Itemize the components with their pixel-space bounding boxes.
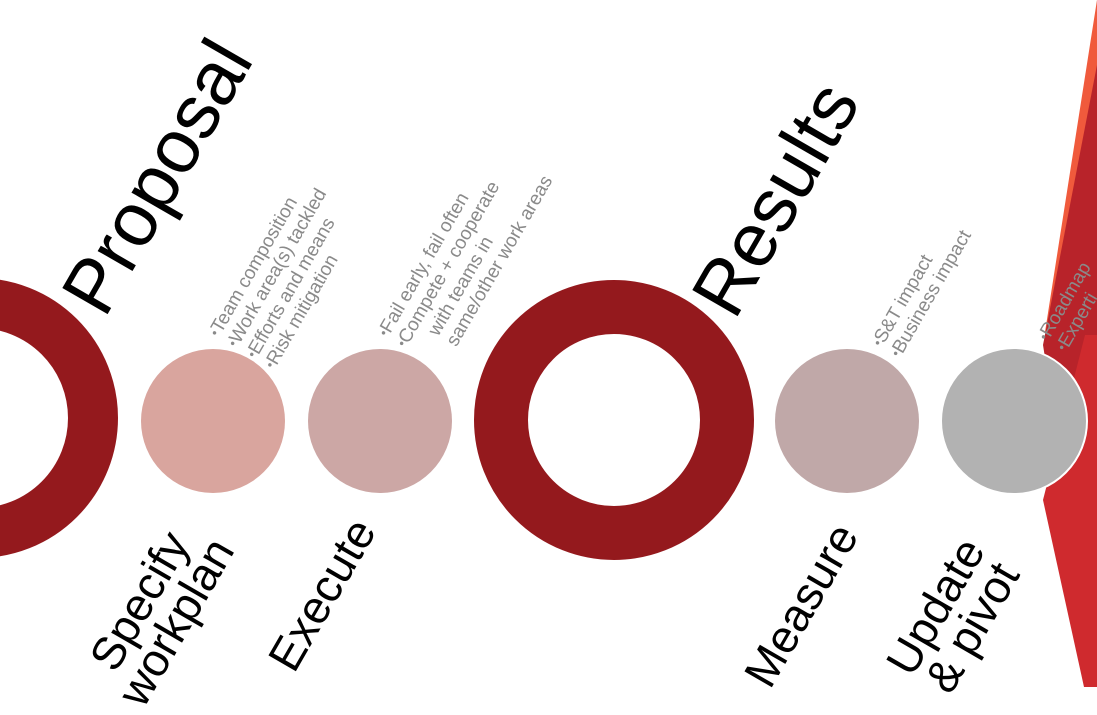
specify-circle [141, 349, 285, 493]
execute-circle [308, 349, 452, 493]
update-circle [940, 347, 1088, 495]
proposal-ring [0, 279, 118, 557]
results-ring [474, 280, 754, 560]
diagram-graphics [0, 0, 1097, 687]
measure-circle [775, 349, 919, 493]
